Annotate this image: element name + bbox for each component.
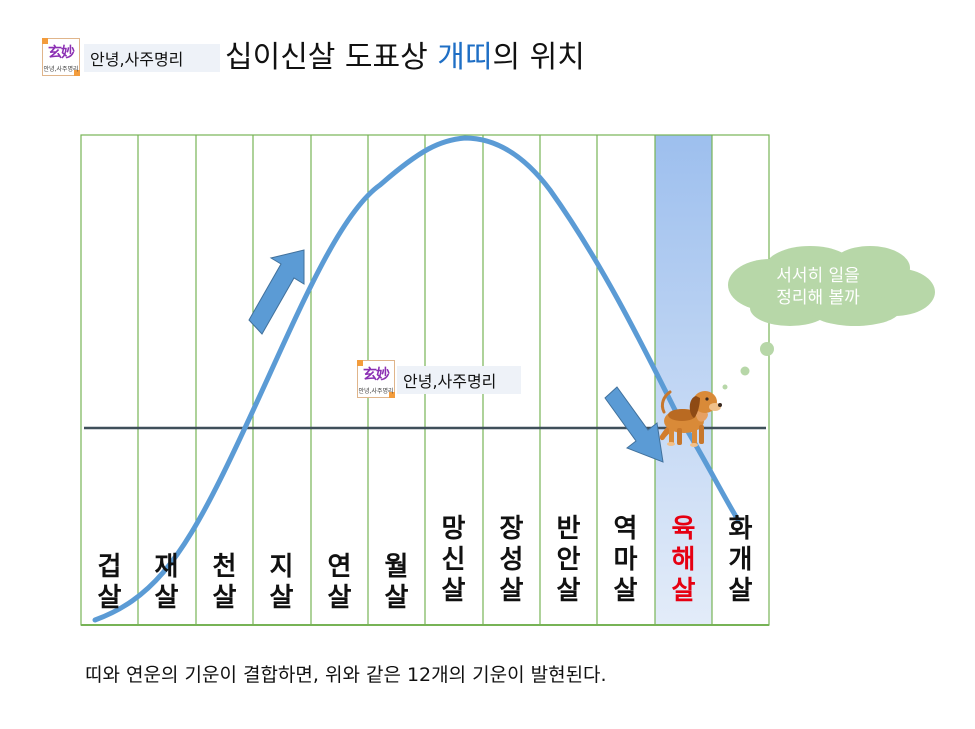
center-logo-subtext: 안녕,사주명리 (358, 388, 394, 395)
cloud-icon (722, 246, 935, 390)
page-title: 십이신살 도표상 개띠의 위치 (225, 32, 585, 76)
fortune-curve (92, 135, 741, 623)
thought-bubble-text: 서서히 일을 정리해 볼까 (738, 265, 898, 309)
highlight-column (655, 135, 712, 625)
title-part-1: 십이신살 도표상 (225, 40, 438, 75)
center-logo-text: 玄妙 (363, 367, 390, 383)
center-logo: 玄妙 안녕,사주명리 (357, 360, 395, 398)
brand-logo-text: 玄妙 (48, 45, 75, 61)
up-arrow-icon (248, 249, 305, 335)
title-highlight: 개띠 (437, 40, 493, 75)
center-tag: 안녕,사주명리 (397, 366, 521, 394)
caption: 띠와 연운의 기운이 결합하면, 위와 같은 12개의 기운이 발현된다. (85, 664, 607, 686)
brand-tag: 안녕,사주명리 (84, 44, 220, 72)
title-part-2: 의 위치 (492, 40, 585, 75)
thought-line-2: 정리해 볼까 (776, 288, 860, 308)
down-arrow-icon (604, 386, 664, 463)
thought-line-1: 서서히 일을 (776, 266, 860, 286)
dog-icon (659, 390, 722, 447)
brand-logo: 玄妙 안녕,사주명리 (42, 38, 80, 76)
brand-logo-subtext: 안녕,사주명리 (43, 66, 79, 73)
